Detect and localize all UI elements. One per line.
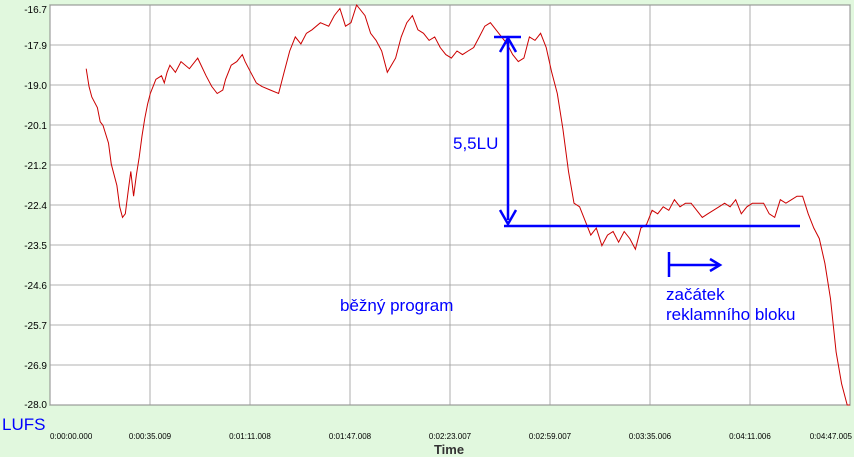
range-arrow (494, 35, 800, 228)
program-label: běžný program (340, 296, 453, 315)
range-down-arrowhead (498, 209, 518, 227)
x-tick-label: 0:00:35.009 (129, 432, 172, 441)
range-up-arrowhead (498, 35, 518, 53)
x-tick-label: 0:00:00.000 (50, 432, 93, 441)
ad-start-label-2: reklamního bloku (666, 305, 795, 324)
range-label: 5,5LU (453, 134, 498, 153)
y-tick-label: -26.9 (24, 361, 47, 372)
x-tick-label: 0:01:47.008 (329, 432, 372, 441)
y-tick-label: -28.0 (24, 400, 47, 411)
y-tick-label: -20.1 (24, 121, 47, 132)
ad-start-arrow (667, 252, 723, 277)
x-tick-label: 0:02:23.007 (429, 432, 472, 441)
x-axis-label: Time (434, 442, 464, 457)
x-tick-label: 0:04:11.006 (729, 432, 771, 441)
x-tick-label: 0:02:59.007 (529, 432, 572, 441)
y-axis-ticks: -16.7 -17.9 -19.0 -20.1 -21.2 -22.4 -23.5 -24.6… (24, 5, 47, 411)
y-tick-label: -25.7 (24, 321, 47, 332)
y-tick-label: -21.2 (24, 161, 47, 172)
y-tick-label: -24.6 (24, 281, 47, 292)
y-tick-label: -16.7 (24, 5, 47, 16)
x-axis-ticks: 0:00:00.000 0:00:35.009 0:01:11.008 0:01:47… (50, 432, 853, 441)
y-tick-label: -23.5 (24, 241, 47, 252)
y-tick-label: -17.9 (24, 41, 47, 52)
ad-start-arrowhead (709, 257, 723, 273)
x-tick-label: 0:04:47.005 (810, 432, 853, 441)
ad-start-label-1: začátek (666, 285, 725, 304)
y-tick-label: -22.4 (24, 201, 47, 212)
y-tick-label: -19.0 (24, 81, 47, 92)
y-axis-label: LUFS (2, 415, 45, 434)
x-tick-label: 0:01:11.008 (229, 432, 271, 441)
x-tick-label: 0:03:35.006 (629, 432, 672, 441)
loudness-series-line (85, 3, 850, 406)
